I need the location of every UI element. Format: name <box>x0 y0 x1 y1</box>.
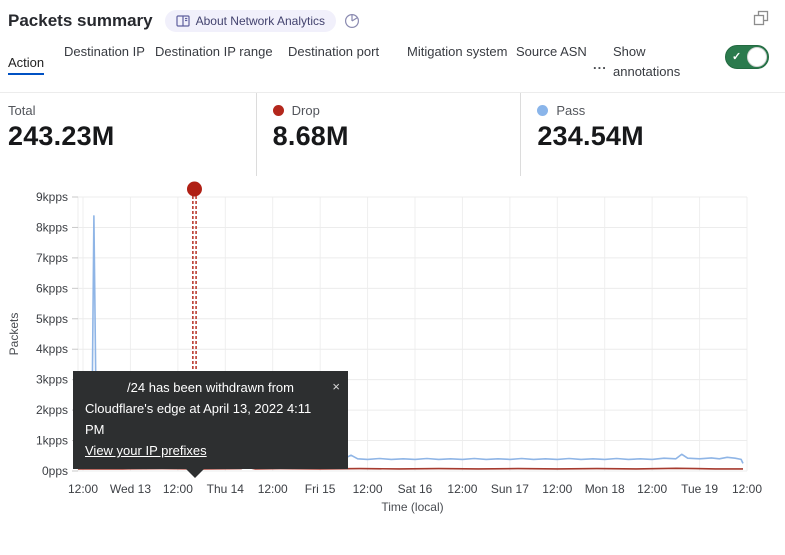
y-tick-label: 6kpps <box>36 281 68 295</box>
tab-label: Destination IP <box>64 44 145 59</box>
dimension-tabs: Action Destination IP Destination IP range… <box>0 34 785 93</box>
stat-value: 8.68M <box>272 121 349 151</box>
more-tabs-button[interactable]: ... <box>593 57 607 72</box>
y-tick-label: 9kpps <box>36 190 68 204</box>
x-tick-label: 12:00 <box>258 482 288 496</box>
x-tick-label: 12:00 <box>637 482 667 496</box>
stat-label-text: Drop <box>291 103 320 118</box>
tab-label: Source ASN <box>516 44 587 59</box>
x-tick-label: 12:00 <box>542 482 572 496</box>
stat-total: Total 243.23M <box>0 93 256 176</box>
popout-icon[interactable] <box>753 10 769 31</box>
y-tick-label: 5kpps <box>36 312 68 326</box>
tab-action[interactable]: Action <box>8 53 64 75</box>
x-tick-label: Thu 14 <box>207 482 245 496</box>
tab-destination-ip[interactable]: Destination IP <box>64 42 155 62</box>
tooltip-ip-prefixes-link[interactable]: View your IP prefixes <box>85 443 207 458</box>
y-tick-label: 4kpps <box>36 342 68 356</box>
annotations-toggle[interactable]: ✓ <box>725 45 769 69</box>
about-badge-label: About Network Analytics <box>195 14 325 28</box>
stat-drop: Drop 8.68M <box>255 93 521 176</box>
stat-label: Total <box>8 103 256 118</box>
show-annotations-label: Show annotations <box>613 44 681 80</box>
header: Packets summary About Network Analytics <box>0 0 785 34</box>
tab-destination-port[interactable]: Destination port <box>288 42 407 62</box>
y-tick-label: 3kpps <box>36 373 68 387</box>
stat-value: 243.23M <box>8 121 115 151</box>
x-tick-label: 12:00 <box>353 482 383 496</box>
tooltip-close-icon[interactable]: × <box>332 379 340 394</box>
x-tick-label: Mon 18 <box>585 482 625 496</box>
x-tick-label: Wed 13 <box>110 482 151 496</box>
tooltip-text-line1: /24 has been withdrawn from <box>127 380 294 395</box>
tooltip-text-line2: Cloudflare's edge at April 13, 2022 4:11… <box>85 401 312 437</box>
x-tick-label: 12:00 <box>68 482 98 496</box>
tab-label: Destination IP range <box>155 44 273 59</box>
y-tick-label: 7kpps <box>36 251 68 265</box>
x-tick-label: Fri 15 <box>305 482 336 496</box>
book-icon <box>175 15 190 27</box>
y-tick-label: 8kpps <box>36 220 68 234</box>
stats-row: Total 243.23M Drop 8.68M Pass 234.54M <box>0 93 785 176</box>
stat-label: Pass <box>537 103 785 118</box>
pass-legend-dot-icon <box>537 105 549 116</box>
check-icon: ✓ <box>732 51 742 63</box>
x-tick-label: Sun 17 <box>491 482 529 496</box>
tab-label: Destination port <box>288 44 380 59</box>
page-title: Packets summary <box>8 11 153 30</box>
x-tick-label: Sat 16 <box>398 482 433 496</box>
y-tick-label: 1kpps <box>36 434 68 448</box>
y-tick-label: 0pps <box>42 464 68 478</box>
toggle-knob <box>747 47 767 67</box>
about-network-analytics-badge[interactable]: About Network Analytics <box>164 10 336 32</box>
x-tick-label: Tue 19 <box>681 482 718 496</box>
chart-svg[interactable]: 9kpps 8kpps 7kpps 6kpps 5kpps 4kpps 3kpps 2kpps… <box>0 178 785 523</box>
stat-label: Drop <box>272 103 521 118</box>
time-window-icon[interactable] <box>344 13 360 29</box>
tab-destination-ip-range[interactable]: Destination IP range <box>155 42 288 62</box>
tab-source-asn[interactable]: Source ASN <box>516 42 593 62</box>
tab-label: Mitigation system <box>407 44 508 59</box>
annotation-tooltip: × /24 has been withdrawn from Cloudflare… <box>73 371 348 478</box>
annotation-marker-dot[interactable] <box>186 181 202 197</box>
packets-time-series-chart[interactable]: 9kpps 8kpps 7kpps 6kpps 5kpps 4kpps 3kpps 2kpps… <box>0 178 785 523</box>
y-tick-label: 2kpps <box>36 403 68 417</box>
stat-value: 234.54M <box>537 121 644 151</box>
drop-legend-dot-icon <box>272 105 284 116</box>
y-axis-title: Packets <box>7 313 21 356</box>
stat-label-text: Pass <box>556 103 586 118</box>
x-tick-label: 12:00 <box>163 482 193 496</box>
stat-pass: Pass 234.54M <box>520 93 785 176</box>
tab-mitigation-system[interactable]: Mitigation system <box>407 42 516 62</box>
stat-label-text: Total <box>8 103 36 118</box>
x-axis-title: Time (local) <box>381 500 443 514</box>
x-tick-label: 12:00 <box>447 482 477 496</box>
x-tick-label: 12:00 <box>732 482 762 496</box>
tab-label: Action <box>8 55 45 75</box>
